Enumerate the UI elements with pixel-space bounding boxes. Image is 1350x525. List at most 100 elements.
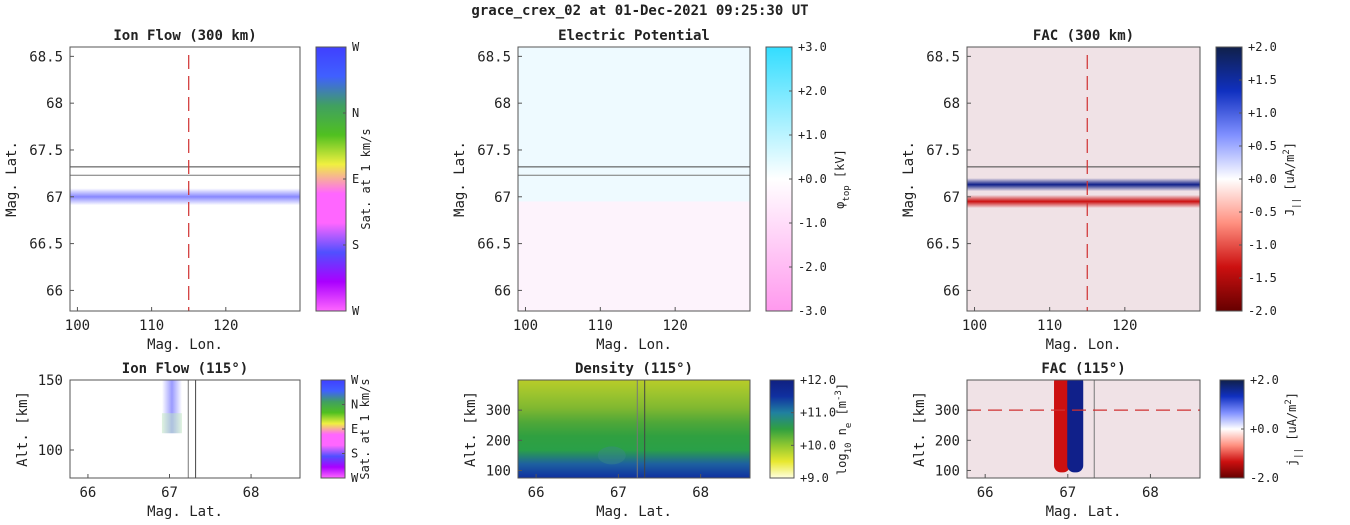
colorbar-tick-label: +1.0: [1248, 106, 1277, 120]
x-tick-label: 110: [139, 318, 164, 334]
x-tick-label: 67: [161, 485, 178, 501]
x-tick-label: 68: [1142, 485, 1159, 501]
y-tick-label: 68.5: [477, 49, 511, 65]
colorbar-tick-label: -2.0: [1250, 471, 1279, 485]
colorbar-tick-label: +1.5: [1248, 73, 1277, 87]
x-tick-label: 66: [977, 485, 994, 501]
y-tick-label: 67: [494, 190, 511, 206]
colorbar-tick-label: W: [352, 304, 360, 318]
ion-flow-band: [70, 188, 300, 206]
ion_flow_profile-plot-area: [161, 380, 197, 478]
y-tick-label: 66: [943, 283, 960, 299]
colorbar: [769, 379, 795, 479]
colorbar-tick-label: +0.0: [798, 172, 827, 186]
y-tick-label: 68.5: [926, 49, 960, 65]
y-tick-label: 66: [46, 283, 63, 299]
x-tick-label: 67: [1059, 485, 1076, 501]
axes-frame: [966, 46, 1201, 312]
y-tick-label: 200: [935, 433, 960, 449]
fac_map-plot-area: [967, 47, 1200, 311]
colorbar-tick-label: W: [352, 40, 360, 54]
colorbar-tick-label: +2.0: [1250, 373, 1279, 387]
colorbar-tick-label: S: [352, 238, 359, 252]
colorbar-tick-label: -1.0: [1248, 238, 1277, 252]
panel-title: Ion Flow (115°): [122, 361, 248, 377]
colorbar-tick-label: +9.0: [800, 471, 829, 485]
panel-title: Density (115°): [575, 361, 693, 377]
panel-title: Electric Potential: [558, 28, 710, 44]
colorbar: [1219, 379, 1245, 479]
fac-upward-column: [1067, 380, 1084, 473]
potential_map-plot-area: [518, 47, 750, 311]
colorbar-label: Sat. at 1 km/s: [358, 378, 372, 479]
colorbar-tick-label: +0.0: [1250, 422, 1279, 436]
colorbar-label: j|| [uA/m2]: [1284, 392, 1304, 466]
colorbar-label: J|| [uA/m2]: [1282, 142, 1302, 216]
panel-title: Ion Flow (300 km): [113, 28, 256, 44]
colorbar-tick-label: +11.0: [800, 406, 836, 420]
y-tick-label: 66: [494, 283, 511, 299]
x-tick-label: 66: [528, 485, 545, 501]
y-axis-label: Mag. Lat.: [4, 141, 20, 217]
axes-frame: [517, 46, 751, 312]
y-tick-label: 67.5: [477, 143, 511, 159]
colorbar-tick-label: +3.0: [798, 40, 827, 54]
density_profile-plot-area: [518, 380, 750, 478]
colorbar-label: Sat. at 1 km/s: [359, 128, 373, 229]
axes-frame: [69, 379, 301, 479]
colorbar-tick-label: -1.0: [798, 216, 827, 230]
y-tick-label: 66.5: [926, 237, 960, 253]
x-tick-label: 68: [243, 485, 260, 501]
figure-title: grace_crex_02 at 01-Dec-2021 09:25:30 UT: [471, 3, 808, 19]
ion_flow_map-plot-area: [70, 55, 300, 311]
colorbar-tick-label: +0.5: [1248, 139, 1277, 153]
x-tick-label: 120: [213, 318, 238, 334]
y-tick-label: 68: [46, 96, 63, 112]
y-tick-label: 67: [46, 190, 63, 206]
density_profile-panel: Density (115°) 66 67 68 300 200 100 Mag. Lat. Al…: [463, 361, 854, 520]
fac-upward-band: [967, 194, 1200, 209]
x-tick-label: 110: [588, 318, 613, 334]
colorbar-tick-label: -2.0: [1248, 304, 1277, 318]
fac-downward-column: [1054, 380, 1071, 473]
colorbar-tick-label: N: [351, 398, 358, 412]
x-tick-label: 100: [65, 318, 90, 334]
colorbar-tick-label: -0.5: [1248, 205, 1277, 219]
colorbar-tick-label: +10.0: [800, 438, 836, 452]
fac-profile-background: [967, 380, 1200, 478]
x-axis-label: Mag. Lat.: [1046, 504, 1122, 520]
colorbar-tick-label: +12.0: [800, 373, 836, 387]
y-tick-label: 67.5: [29, 143, 63, 159]
y-tick-label: 300: [486, 403, 511, 419]
y-tick-label: 150: [38, 373, 63, 389]
colorbar-tick-label: +2.0: [1248, 40, 1277, 54]
y-tick-label: 68: [943, 96, 960, 112]
x-axis-label: Mag. Lat.: [147, 504, 223, 520]
density-field: [518, 380, 750, 478]
y-axis-label: Alt. [km]: [912, 391, 928, 467]
fac_profile-plot-area: [967, 380, 1200, 478]
x-tick-label: 120: [663, 318, 688, 334]
colorbar: [320, 379, 346, 479]
colorbar-tick-label: +2.0: [798, 84, 827, 98]
y-axis-label: Alt. [km]: [15, 391, 31, 467]
y-tick-label: 200: [486, 433, 511, 449]
colorbar-tick-label: E: [351, 422, 358, 436]
x-tick-label: 100: [513, 318, 538, 334]
colorbar-tick-label: W: [351, 373, 359, 387]
x-axis-label: Mag. Lat.: [596, 504, 672, 520]
x-axis-label: Mag. Lon.: [1046, 337, 1122, 353]
y-tick-label: 67.5: [926, 143, 960, 159]
axes-frame: [966, 379, 1201, 479]
y-axis-label: Alt. [km]: [463, 391, 479, 467]
y-tick-label: 66.5: [29, 237, 63, 253]
y-tick-label: 100: [935, 463, 960, 479]
potential-upper-region: [518, 47, 750, 202]
colorbar-tick-label: +0.0: [1248, 172, 1277, 186]
colorbar-tick-label: W: [351, 471, 359, 485]
y-tick-label: 300: [935, 403, 960, 419]
x-tick-label: 100: [962, 318, 987, 334]
ion-flow-column-tail: [161, 413, 182, 434]
panel-title: FAC (115°): [1041, 361, 1125, 377]
x-tick-label: 110: [1037, 318, 1062, 334]
